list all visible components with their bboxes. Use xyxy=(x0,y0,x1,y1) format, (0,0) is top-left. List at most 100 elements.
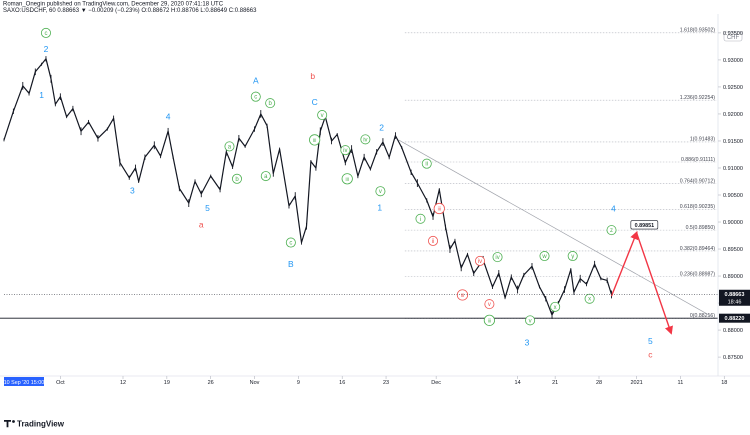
wave-label-circle xyxy=(567,251,578,262)
time-tick-label: 12 xyxy=(120,380,126,386)
wave-label-circle xyxy=(340,145,351,156)
wave-label: v xyxy=(321,113,324,119)
wave-label-circle xyxy=(250,91,261,102)
currency-badge[interactable]: CHF xyxy=(723,31,743,42)
wave-label: iii xyxy=(313,138,316,144)
wave-label-circle xyxy=(375,186,386,197)
wave-label-circle xyxy=(317,110,328,121)
time-tick-label: 26 xyxy=(208,380,214,386)
price-axis[interactable]: 0.93500 0.93000 0.92500 0.92000 0.91500 0.910… xyxy=(718,31,743,361)
wave-label-circle xyxy=(40,27,51,38)
price-tick-label: 0.89500 xyxy=(723,247,743,253)
wave-label: B xyxy=(288,259,294,269)
time-tick-label: 9 xyxy=(297,380,300,386)
trendline-segment[interactable] xyxy=(398,139,712,317)
time-tick-label: 21 xyxy=(552,380,558,386)
wave-label: c xyxy=(648,349,653,359)
time-axis-start-box xyxy=(4,377,44,386)
time-tick-label: 19 xyxy=(164,380,170,386)
wave-label-circle xyxy=(606,225,617,236)
wave-label: iv xyxy=(495,255,499,261)
wave-label: v xyxy=(529,318,532,324)
fib-level-label: 0(0.88216) xyxy=(690,313,715,319)
wave-label: a xyxy=(264,174,268,180)
projection-arrow[interactable] xyxy=(635,232,673,335)
price-tick-label: 0.90000 xyxy=(723,220,743,226)
wave-label: z xyxy=(610,228,613,234)
wave-label-circle xyxy=(456,289,469,301)
wave-label: b xyxy=(269,101,273,107)
tradingview-logo[interactable]: TradingView xyxy=(3,420,65,429)
wave-label-circle xyxy=(539,251,550,262)
last-price-value: 0.88663 xyxy=(725,292,745,298)
wave-label: w xyxy=(541,254,547,260)
time-tick-label: 28 xyxy=(596,380,602,386)
time-axis[interactable]: 10 Sep '20 15:00 Oct 12 19 26 Nov 9 16 23 Dec 14 21… xyxy=(4,376,728,386)
price-tick-label: 0.91500 xyxy=(723,139,743,145)
fib-level-label: 0.764(0.90712) xyxy=(680,178,715,184)
logo-text: TradingView xyxy=(17,420,65,429)
wave-label-circle xyxy=(265,98,276,109)
fib-level-label: 0.618(0.90235) xyxy=(680,204,715,210)
wave-label-circle xyxy=(360,134,371,145)
time-tick-label: Nov xyxy=(250,380,260,386)
trendline[interactable] xyxy=(398,139,712,317)
wave-label: 3 xyxy=(525,338,530,348)
price-tick-label: 0.87500 xyxy=(723,355,743,361)
wave-label: y xyxy=(571,254,574,260)
wave-label: 5 xyxy=(648,336,653,346)
wave-label: v xyxy=(488,302,491,308)
wave-label: iii xyxy=(461,293,464,299)
wave-label: b xyxy=(310,71,315,81)
wave-label-circle xyxy=(525,315,536,326)
time-tick-label: 11 xyxy=(678,380,684,386)
wave-label-circle xyxy=(341,173,353,185)
fib-level-label: 0.236(0.88987) xyxy=(680,272,715,278)
price-tick-label: 0.92500 xyxy=(723,85,743,91)
target-price-label-box[interactable] xyxy=(630,220,659,230)
fib-level-label: 0.5(0.89850) xyxy=(686,225,716,231)
tradingview-icon-dot xyxy=(12,420,15,423)
projection-arrows[interactable]: 0.89851 xyxy=(610,220,673,335)
wave-label: 1 xyxy=(39,90,44,100)
wave-label: iii xyxy=(438,207,441,213)
wave-label: b xyxy=(235,177,239,183)
wave-label: 4 xyxy=(611,204,616,214)
time-tick-label: 16 xyxy=(339,380,345,386)
target-price-label: 0.89851 xyxy=(635,223,655,229)
projection-arrow[interactable] xyxy=(610,230,639,297)
wave-label: c xyxy=(44,31,47,37)
time-tick-label: 2021 xyxy=(630,380,642,386)
price-tick-label: 0.88000 xyxy=(723,328,743,334)
publisher-line: Roman_Onegin published on TradingView.co… xyxy=(3,2,224,8)
wave-label: 2 xyxy=(44,44,49,54)
time-tick-label: 10 Sep '20 15:00 xyxy=(4,380,45,386)
wave-label: 3 xyxy=(130,186,135,196)
wave-label: iii xyxy=(488,318,491,324)
wave-label-circle xyxy=(415,213,426,224)
price-tick-label: 0.89000 xyxy=(723,274,743,280)
price-tick-label: 0.93000 xyxy=(723,58,743,64)
wave-label-circle xyxy=(474,255,485,266)
bar-countdown: 18:46 xyxy=(728,299,742,305)
wave-label: c xyxy=(254,95,257,101)
fib-level-label: 1.618(0.93502) xyxy=(680,28,715,34)
wave-label-circle xyxy=(550,301,561,312)
wave-label-circle xyxy=(433,202,445,215)
wave-label: A xyxy=(253,75,259,85)
wave-label: x xyxy=(588,297,591,303)
time-tick-label: 18 xyxy=(721,380,727,386)
time-tick-label: 14 xyxy=(515,380,521,386)
wave-label: C xyxy=(312,97,318,107)
time-tick-label: Dec xyxy=(431,380,441,386)
fib-level-label: 1.236(0.92254) xyxy=(680,95,715,101)
price-series xyxy=(3,56,613,319)
support-price-value: 0.88220 xyxy=(725,316,745,322)
wave-label: c xyxy=(289,241,292,247)
wave-label: iv xyxy=(343,148,347,154)
wave-label-circle xyxy=(483,314,495,326)
